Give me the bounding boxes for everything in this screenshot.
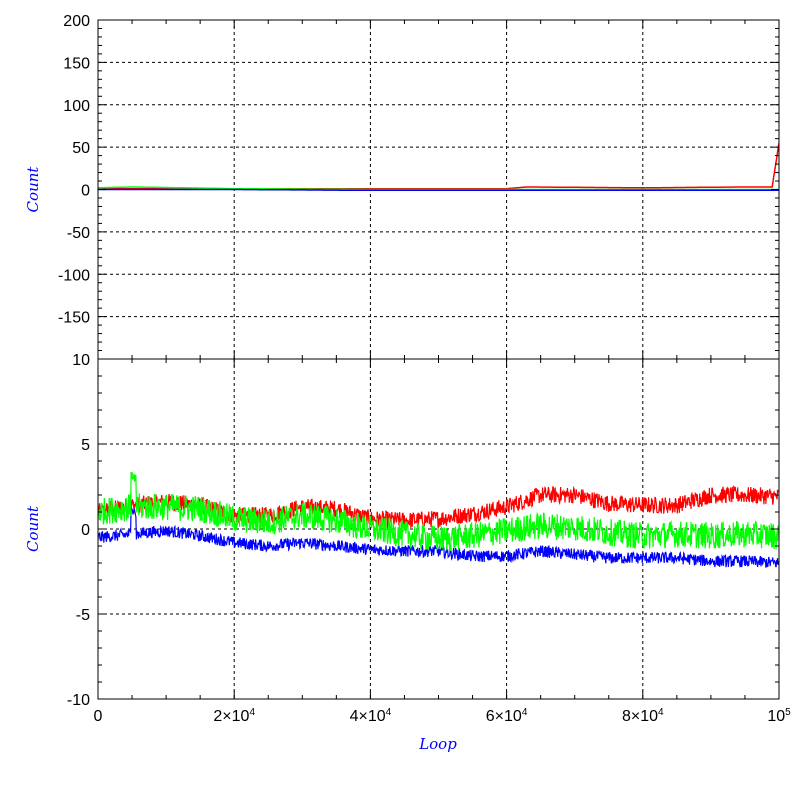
y-tick-label: 200 [63, 13, 90, 30]
y-tick-label: 10 [72, 352, 90, 369]
x-tick-label: 2×104 [213, 707, 255, 725]
panel-top: -150 -100 -50 0 50 100 150 200 Count [24, 13, 780, 360]
x-axis-label: Loop [418, 735, 457, 753]
y-tick-label: 50 [72, 140, 90, 157]
y-axis-label-bottom: Count [24, 505, 42, 552]
y-tick-label: 150 [63, 55, 90, 72]
y-tick-label: -100 [58, 267, 90, 284]
x-tick-label: 8×104 [622, 707, 664, 725]
y-tick-label: 5 [81, 437, 90, 454]
series-line-top-2 [98, 188, 779, 192]
panel-bottom: -10 -5 0 5 10 0 2×104 4×104 6×104 8×104 105 Count [24, 352, 791, 725]
y-tick-label: -5 [76, 607, 90, 624]
series-group-bottom [98, 472, 779, 568]
y-tick-label: -10 [67, 692, 90, 709]
y-tick-label: 0 [81, 183, 90, 200]
x-tick-label: 4×104 [350, 707, 392, 725]
x-tick-label: 6×104 [486, 707, 528, 725]
x-tick-label: 105 [767, 707, 791, 725]
y-tick-label: 100 [63, 98, 90, 115]
y-tick-label: -50 [67, 225, 90, 242]
y-tick-label: 0 [81, 522, 90, 539]
series-line-bottom-2 [98, 472, 779, 552]
y-tick-label: -150 [58, 310, 90, 327]
series-line-top-1 [98, 186, 779, 191]
x-tick-label: 0 [94, 708, 103, 725]
series-line-bottom-1 [98, 506, 779, 568]
y-axis-label-top: Count [24, 166, 42, 213]
series-group-top [98, 142, 779, 192]
